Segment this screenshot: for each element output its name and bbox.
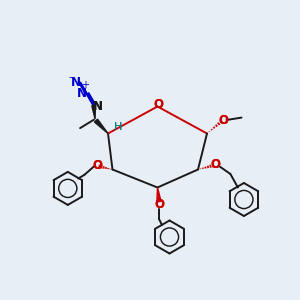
Text: O: O bbox=[210, 158, 220, 172]
Text: N: N bbox=[93, 100, 103, 113]
Text: O: O bbox=[218, 113, 229, 127]
Polygon shape bbox=[92, 105, 95, 119]
Text: O: O bbox=[92, 159, 102, 172]
Text: O: O bbox=[154, 198, 164, 211]
Text: N: N bbox=[71, 76, 81, 89]
Text: +: + bbox=[82, 80, 89, 90]
Polygon shape bbox=[157, 188, 161, 202]
Polygon shape bbox=[94, 119, 108, 134]
Text: –: – bbox=[68, 72, 74, 82]
Text: O: O bbox=[153, 98, 163, 111]
Text: O: O bbox=[92, 159, 102, 172]
Text: O: O bbox=[153, 98, 163, 111]
Text: N: N bbox=[93, 100, 103, 113]
Text: O: O bbox=[154, 198, 164, 211]
Text: O: O bbox=[218, 113, 229, 127]
Text: N: N bbox=[76, 87, 87, 100]
Text: H: H bbox=[113, 122, 122, 132]
Text: O: O bbox=[210, 158, 220, 172]
Text: H: H bbox=[113, 122, 122, 132]
